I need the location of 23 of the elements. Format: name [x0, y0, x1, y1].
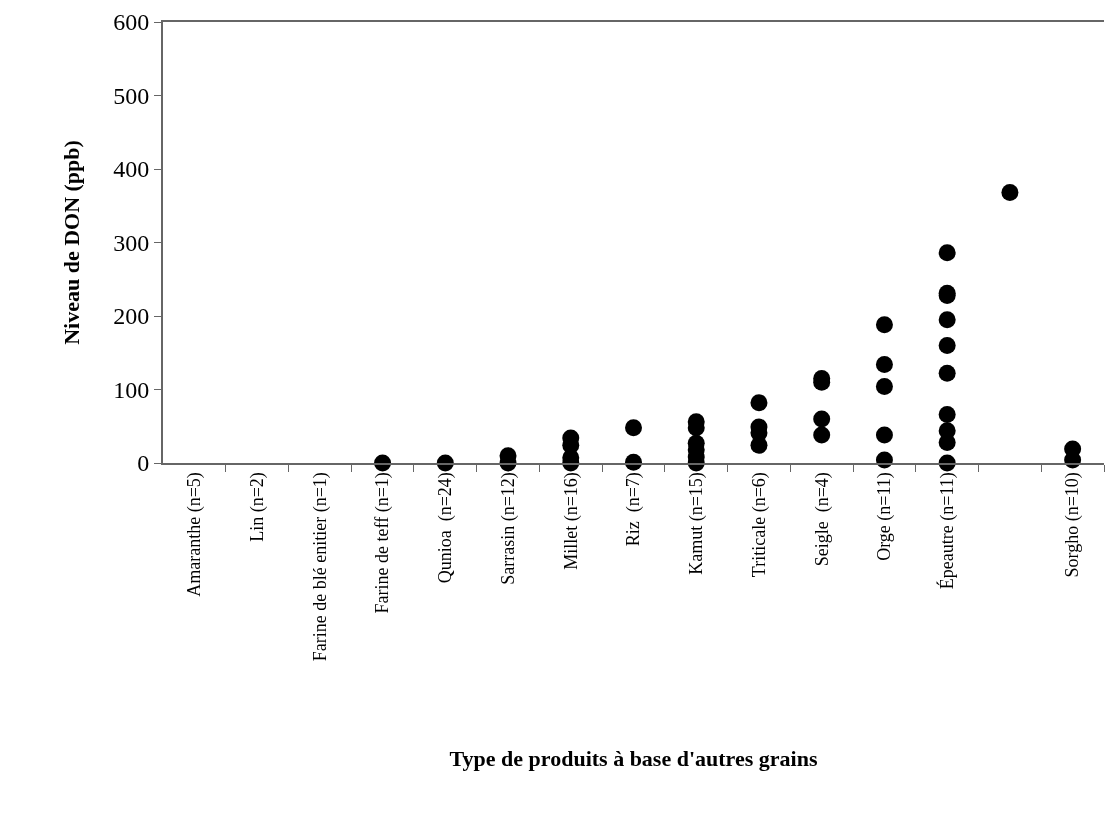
x-tick-label: Farine de teff (n=1) — [372, 472, 394, 614]
x-tick-label: Kamut (n=15) — [686, 472, 708, 575]
y-tick-label: 500 — [113, 82, 150, 109]
x-tick-label: Amaranthe (n=5) — [184, 472, 206, 597]
x-tick-label: Triticale (n=6) — [748, 472, 770, 578]
x-tick-label: Farine de blé enitier (n=1) — [309, 472, 331, 662]
x-tick-label: Orge (n=11) — [874, 472, 896, 561]
x-axis-title: Type de produits à base d'autres grains — [449, 745, 818, 771]
y-tick-label: 0 — [137, 450, 150, 477]
x-tick-label: Riz (n=7) — [623, 472, 645, 547]
x-tick-label: Millet (n=16) — [560, 472, 582, 570]
y-tick-label: 300 — [113, 229, 150, 256]
y-tick-label: 100 — [113, 376, 150, 403]
x-tick-label: Qunioa (n=24) — [435, 472, 457, 584]
x-tick-label: Sorgho (n=10) — [1062, 472, 1084, 578]
y-axis-title: Niveau de DON (ppb) — [58, 140, 84, 345]
x-tick-label: Lin (n=2) — [246, 472, 268, 542]
y-tick-label: 200 — [113, 303, 150, 330]
y-tick-label: 600 — [113, 9, 150, 36]
y-tick-label: 400 — [113, 156, 150, 183]
x-tick-label: Sarrasin (n=12) — [497, 472, 519, 585]
x-tick-label: Épeautre (n=11) — [936, 472, 959, 590]
x-tick-label: Seigle (n=4) — [811, 472, 833, 567]
